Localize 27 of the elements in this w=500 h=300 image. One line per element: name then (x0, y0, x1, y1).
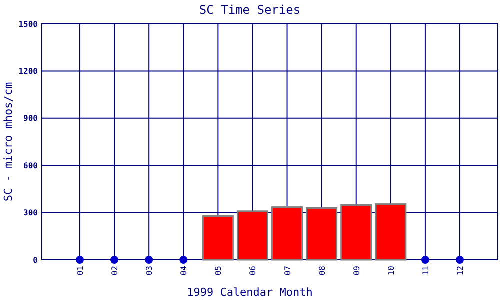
bar (375, 204, 407, 261)
x-tick-label: 06 (248, 266, 258, 276)
bar (236, 210, 268, 261)
y-tick-label: 300 (24, 208, 38, 218)
x-tick-label: 10 (386, 266, 396, 276)
x-tick-label: 09 (352, 266, 362, 276)
x-tick-label: 11 (421, 266, 430, 276)
y-tick-label: 1200 (18, 67, 38, 76)
y-tick-label: 0 (33, 256, 38, 265)
bar (272, 206, 304, 261)
y-axis-title: SC - micro mhos/cm (2, 82, 15, 202)
x-tick-label: 04 (180, 266, 189, 276)
x-tick-label: 05 (214, 266, 224, 276)
chart-title: SC Time Series (199, 3, 301, 17)
y-tick-label: 600 (24, 161, 38, 170)
x-tick-label: 02 (110, 266, 120, 276)
bar (306, 207, 338, 261)
x-tick-label: 08 (318, 266, 327, 276)
x-tick-label: 07 (283, 266, 292, 276)
y-tick-label: 1500 (18, 20, 38, 29)
bar (202, 216, 234, 261)
x-axis-title: 1999 Calendar Month (187, 286, 313, 299)
x-tick-label: 01 (76, 266, 85, 276)
x-tick-label: 03 (145, 266, 154, 276)
x-tick-label: 12 (456, 266, 465, 276)
y-tick-label: 900 (24, 114, 38, 124)
bar (340, 204, 372, 261)
